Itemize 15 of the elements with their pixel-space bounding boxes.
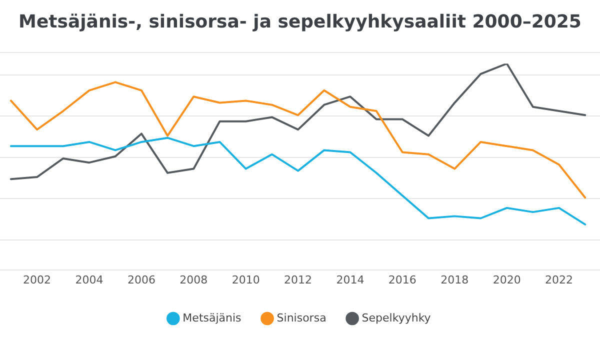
x-tick-label: 2006: [127, 273, 156, 286]
legend-label: Metsäjänis: [182, 311, 242, 324]
chart-title: Metsäjänis-, sinisorsa- ja sepelkyyhkysaaliit 2000–2025: [18, 11, 582, 32]
x-tick-label: 2020: [492, 273, 521, 286]
x-tick-label: 2022: [545, 273, 574, 286]
x-tick-label: 2012: [284, 273, 312, 286]
legend-label: Sepelkyyhky: [362, 311, 432, 324]
x-tick-label: 2016: [388, 273, 416, 286]
x-tick-label: 2002: [23, 273, 52, 286]
x-tick-label: 2018: [440, 273, 469, 286]
x-tick-label: 2008: [180, 273, 208, 286]
x-tick-label: 2004: [75, 273, 104, 286]
x-tick-label: 2010: [232, 273, 260, 286]
legend-label: Sinisorsa: [276, 311, 326, 324]
x-tick-label: 2014: [336, 273, 364, 286]
